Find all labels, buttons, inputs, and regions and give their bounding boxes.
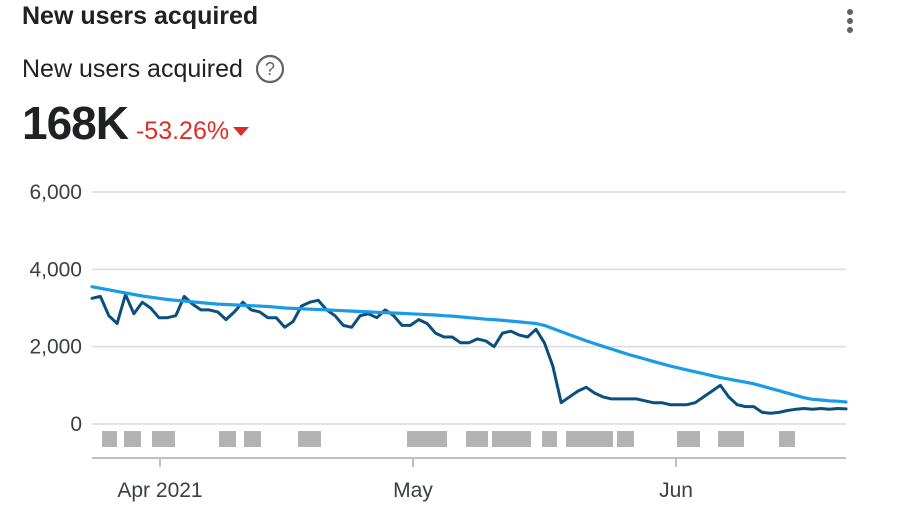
annotation-marker — [407, 431, 447, 447]
annotation-marker — [102, 431, 117, 447]
x-tick-label: May — [393, 479, 433, 502]
annotation-marker — [152, 431, 175, 447]
change-value: -53.26% — [135, 117, 230, 145]
annotation-marker — [617, 431, 634, 447]
annotation-marker — [298, 431, 321, 447]
x-tick-label: Apr 2021 — [117, 479, 202, 502]
annotation-marker — [779, 431, 795, 447]
annotation-marker — [542, 431, 557, 447]
y-tick-label: 4,000 — [29, 258, 82, 281]
annotation-marker — [718, 431, 744, 447]
more-options-button[interactable] — [836, 6, 864, 36]
annotation-marker — [124, 431, 141, 447]
y-tick-label: 2,000 — [29, 336, 82, 359]
metric-label: New users acquired — [22, 54, 243, 83]
metric-summary: 168K -53.26% — [22, 96, 250, 150]
triangle-down-icon — [233, 126, 250, 136]
svg-text:?: ? — [265, 59, 275, 79]
x-tick-label: Jun — [659, 479, 693, 502]
trend-line — [90, 285, 848, 404]
annotation-marker — [466, 431, 488, 447]
daily-users-line — [90, 293, 848, 415]
annotation-marker — [219, 431, 236, 447]
card-title: New users acquired — [22, 2, 259, 30]
annotation-marker — [244, 431, 261, 447]
annotation-marker — [566, 431, 613, 447]
help-circle-icon: ? — [255, 54, 285, 84]
y-tick-label: 6,000 — [29, 181, 82, 204]
help-button[interactable]: ? — [255, 54, 285, 84]
metric-header: New users acquired ? — [22, 54, 285, 84]
annotation-marker — [492, 431, 531, 447]
y-tick-label: 0 — [70, 413, 82, 436]
annotation-marker — [677, 431, 700, 447]
metric-value: 168K — [22, 97, 129, 149]
change-badge: -53.26% — [135, 117, 250, 146]
more-vert-icon — [847, 9, 853, 33]
